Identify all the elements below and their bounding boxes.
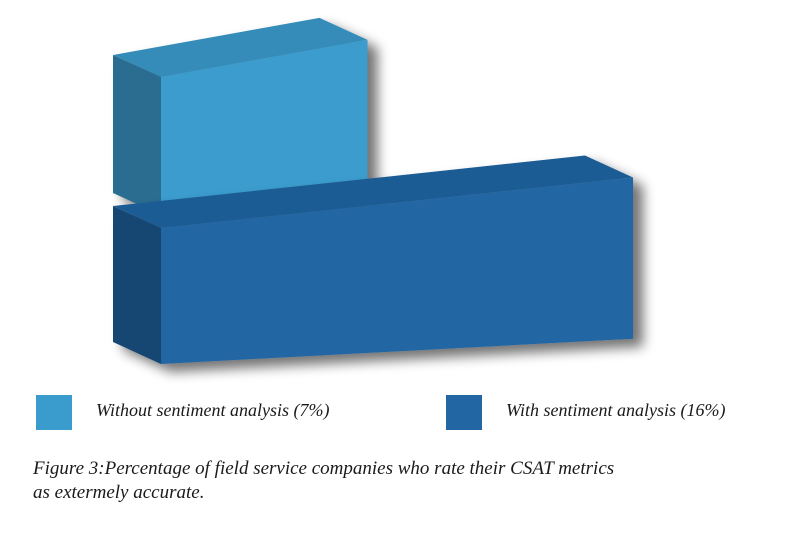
bar-without-sentiment	[113, 17, 368, 215]
bar-front-face	[161, 177, 633, 364]
bar-with-sentiment	[113, 155, 633, 364]
bar-side-face	[113, 206, 161, 364]
bar-side-face	[113, 55, 161, 215]
chart-legend: Without sentiment analysis (7%) With sen…	[0, 395, 804, 435]
legend-swatch-without-sentiment	[36, 395, 72, 430]
legend-label-without-sentiment: Without sentiment analysis (7%)	[96, 400, 330, 420]
bar-chart-3d	[113, 17, 633, 364]
figure-caption: Figure 3:Percentage of field service com…	[33, 457, 733, 505]
bar-top-face	[113, 17, 368, 77]
legend-label-with-sentiment: With sentiment analysis (16%)	[506, 400, 726, 420]
bar-front-face	[161, 39, 368, 215]
caption-line-1: Figure 3:Percentage of field service com…	[33, 458, 615, 479]
legend-swatch-with-sentiment	[446, 395, 482, 430]
bar-top-face	[113, 155, 633, 228]
caption-line-2: as extermely accurate.	[33, 482, 205, 503]
